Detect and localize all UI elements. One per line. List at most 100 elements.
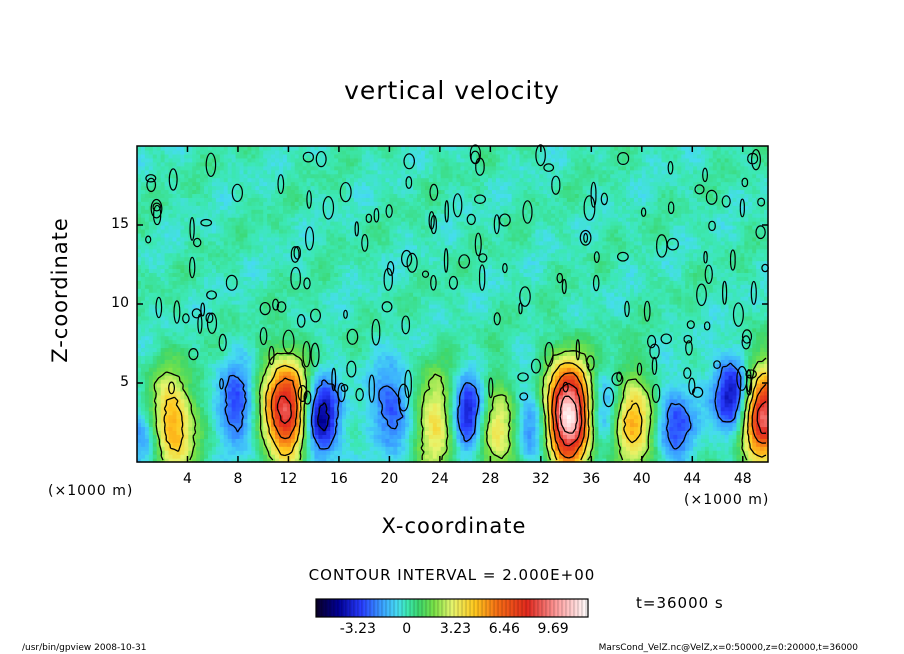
field-cell xyxy=(673,367,678,372)
field-cell xyxy=(476,343,481,349)
field-cell xyxy=(389,438,394,443)
field-cell xyxy=(365,355,371,360)
field-cell xyxy=(369,450,375,455)
field-cell xyxy=(219,430,225,435)
field-cell xyxy=(693,355,698,360)
field-cell xyxy=(278,367,284,372)
field-cell xyxy=(326,359,331,364)
field-cell xyxy=(144,375,150,380)
field-cell xyxy=(566,339,572,345)
field-cell xyxy=(535,442,540,447)
field-cell xyxy=(172,339,178,345)
field-cell xyxy=(448,410,454,416)
field-cell xyxy=(290,371,296,376)
field-cell xyxy=(661,410,667,416)
field-cell xyxy=(393,343,398,349)
field-cell xyxy=(539,430,544,435)
field-cell xyxy=(373,450,379,455)
field-cell xyxy=(519,375,525,380)
field-cell xyxy=(606,410,611,416)
field-cell xyxy=(689,430,694,435)
field-cell xyxy=(247,438,252,443)
field-cell xyxy=(251,359,256,364)
field-cell xyxy=(752,418,757,424)
field-cell xyxy=(756,426,761,431)
field-cell xyxy=(697,386,702,392)
field-cell xyxy=(349,454,355,459)
field-cell xyxy=(614,410,619,416)
field-cell xyxy=(610,418,615,424)
field-cell xyxy=(456,426,461,431)
field-cell xyxy=(626,371,631,376)
field-cell xyxy=(633,351,639,356)
field-cell xyxy=(263,386,268,392)
field-cell xyxy=(192,363,197,368)
field-cell xyxy=(298,442,304,447)
field-cell xyxy=(349,434,355,439)
field-cell xyxy=(330,347,335,352)
field-cell xyxy=(318,363,323,368)
field-cell xyxy=(673,418,678,424)
field-cell xyxy=(732,438,738,443)
field-cell xyxy=(306,418,312,424)
field-cell xyxy=(192,339,197,345)
field-cell xyxy=(578,339,584,345)
field-cell xyxy=(673,351,678,356)
field-cell xyxy=(144,359,150,364)
field-cell xyxy=(708,402,714,408)
field-cell xyxy=(452,359,458,364)
field-cell xyxy=(704,418,710,424)
field-cell xyxy=(594,458,600,463)
field-cell xyxy=(278,454,284,459)
field-cell xyxy=(188,454,193,459)
field-cell xyxy=(310,450,316,455)
field-cell xyxy=(184,458,189,463)
field-cell xyxy=(227,359,233,364)
field-cell xyxy=(756,418,761,424)
field-cell xyxy=(160,379,166,384)
field-cell xyxy=(764,355,769,360)
field-cell xyxy=(689,398,694,404)
field-cell xyxy=(369,418,375,424)
field-cell xyxy=(649,454,655,459)
field-cell xyxy=(764,339,769,345)
field-cell xyxy=(231,390,237,396)
field-cell xyxy=(176,442,181,447)
field-cell xyxy=(172,434,178,439)
field-cell xyxy=(417,414,422,420)
field-cell xyxy=(487,386,493,392)
field-cell xyxy=(302,458,308,463)
field-cell xyxy=(764,458,769,463)
field-cell xyxy=(444,398,450,404)
field-cell xyxy=(152,402,158,408)
field-cell xyxy=(495,402,501,408)
field-cell xyxy=(673,375,678,380)
field-cell xyxy=(712,430,718,435)
field-cell xyxy=(704,446,710,451)
field-cell xyxy=(381,426,387,431)
field-cell xyxy=(468,446,473,451)
field-cell xyxy=(176,390,181,396)
field-cell xyxy=(231,454,237,459)
field-cell xyxy=(207,347,213,352)
field-cell xyxy=(156,406,162,412)
field-cell xyxy=(752,458,757,463)
field-cell xyxy=(448,422,454,428)
field-cell xyxy=(172,371,178,376)
field-cell xyxy=(346,355,351,360)
field-cell xyxy=(606,359,611,364)
field-cell xyxy=(432,406,438,412)
field-cell xyxy=(626,398,631,404)
field-cell xyxy=(574,343,580,349)
field-cell xyxy=(752,438,757,443)
field-cell xyxy=(286,414,292,420)
field-cell xyxy=(602,422,607,428)
field-cell xyxy=(452,418,458,424)
field-cell xyxy=(460,454,465,459)
field-cell xyxy=(693,390,698,396)
field-cell xyxy=(148,446,154,451)
field-cell xyxy=(669,386,674,392)
field-cell xyxy=(566,379,572,384)
field-cell xyxy=(243,442,249,447)
field-cell xyxy=(578,418,584,424)
